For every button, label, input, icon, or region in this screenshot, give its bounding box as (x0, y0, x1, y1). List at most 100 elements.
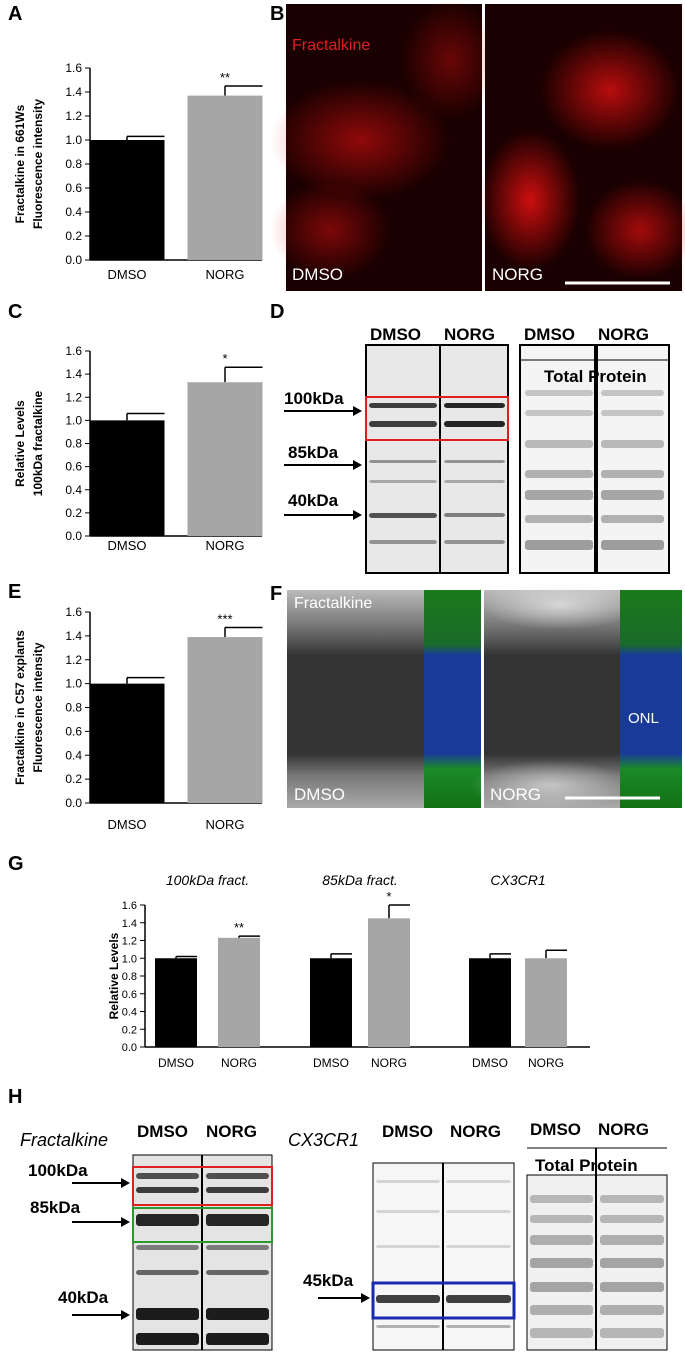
arrow-head (121, 1178, 130, 1188)
band (369, 403, 437, 408)
column-label: DMSO (370, 325, 421, 344)
band (376, 1245, 440, 1248)
blot-label: Fractalkine (20, 1130, 108, 1150)
condition-label: DMSO (292, 265, 343, 284)
band (136, 1214, 199, 1226)
region-label: ONL (628, 710, 659, 727)
y-tick-label: 0.6 (65, 460, 82, 474)
band (530, 1282, 593, 1292)
band (376, 1180, 440, 1183)
column-label: NORG (598, 1120, 649, 1139)
y-tick-label: 0.6 (65, 724, 82, 738)
band (206, 1173, 269, 1179)
bar (89, 683, 165, 803)
arrow-head (353, 406, 362, 416)
band (446, 1210, 511, 1213)
band (525, 440, 593, 448)
band (446, 1325, 511, 1328)
group-title: CX3CR1 (490, 872, 545, 888)
column-label: DMSO (382, 1122, 433, 1141)
column-label: NORG (444, 325, 495, 344)
band (530, 1258, 593, 1268)
x-tick-label: NORG (206, 267, 245, 282)
band (600, 1235, 664, 1245)
band (525, 515, 593, 523)
y-tick-label: 1.4 (65, 367, 82, 381)
band (601, 490, 664, 500)
x-tick-label: NORG (206, 538, 245, 553)
band (136, 1245, 199, 1250)
y-tick-label: 1.0 (65, 413, 82, 427)
y-axis-label: Fractalkine in 661Ws (13, 104, 27, 223)
y-axis-label: Fluorescence intensity (31, 642, 45, 772)
band (601, 390, 664, 396)
x-tick-label: DMSO (108, 817, 147, 832)
highlight-box (365, 396, 509, 441)
band (136, 1270, 199, 1275)
panel-label: C (8, 301, 22, 323)
band (136, 1173, 199, 1179)
arrow-head (361, 1293, 370, 1303)
band (525, 490, 593, 500)
band (601, 470, 664, 478)
micrograph-f: Fractalkine DMSO NORG ONL (287, 580, 682, 810)
bar (155, 958, 197, 1047)
band (601, 440, 664, 448)
significance-label: ** (234, 920, 244, 935)
band (206, 1333, 269, 1345)
y-tick-label: 0.4 (65, 748, 82, 762)
band (206, 1245, 269, 1250)
band (600, 1282, 664, 1292)
band (136, 1308, 199, 1320)
band (600, 1258, 664, 1268)
y-tick-label: 0.2 (65, 229, 82, 243)
band (444, 513, 505, 517)
arrow-head (121, 1310, 130, 1320)
column-label: NORG (598, 325, 649, 344)
western-blot-d: DMSO NORG DMSO NORG 100kDa 85kDa 40kDa T… (284, 325, 670, 574)
x-tick-label: DMSO (108, 267, 147, 282)
band (444, 540, 505, 544)
band (530, 1305, 593, 1315)
band (376, 1325, 440, 1328)
panel-label: D (270, 301, 284, 323)
band (206, 1308, 269, 1320)
marker-label: 100kDa (284, 389, 344, 408)
y-tick-label: 0.4 (65, 483, 82, 497)
bar (89, 420, 165, 536)
significance-label: ** (220, 70, 230, 85)
y-tick-label: 1.4 (65, 85, 82, 99)
y-tick-label: 0.4 (122, 1007, 137, 1019)
arrow-head (353, 510, 362, 520)
y-tick-label: 1.6 (65, 605, 82, 619)
condition-label: NORG (492, 265, 543, 284)
band (600, 1195, 664, 1203)
column-label: DMSO (524, 325, 575, 344)
x-tick-label: NORG (221, 1056, 257, 1070)
x-tick-label: NORG (206, 817, 245, 832)
marker-label: 40kDa (58, 1288, 109, 1307)
y-tick-label: 1.6 (65, 344, 82, 358)
bar (218, 937, 260, 1047)
y-tick-label: 0.0 (65, 253, 82, 267)
x-tick-label: DMSO (313, 1056, 349, 1070)
bar (187, 637, 263, 803)
band (446, 1180, 511, 1183)
marker-label: 100kDa (28, 1161, 88, 1180)
band (376, 1210, 440, 1213)
marker-label: 85kDa (30, 1198, 81, 1217)
band (136, 1187, 199, 1193)
y-tick-label: 1.2 (65, 653, 82, 667)
band (444, 403, 505, 408)
band (525, 390, 593, 396)
total-protein-label: Total Protein (535, 1156, 638, 1175)
band (525, 470, 593, 478)
x-tick-label: DMSO (158, 1056, 194, 1070)
bar (469, 958, 511, 1047)
y-tick-label: 0.8 (65, 157, 82, 171)
y-tick-label: 0.0 (65, 796, 82, 810)
band (600, 1328, 664, 1338)
y-tick-label: 0.4 (65, 205, 82, 219)
x-tick-label: NORG (528, 1056, 564, 1070)
